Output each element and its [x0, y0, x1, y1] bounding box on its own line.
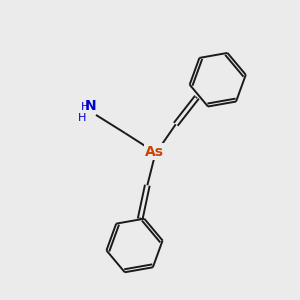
Text: H: H	[81, 101, 90, 112]
Text: H: H	[78, 113, 87, 123]
Text: N: N	[84, 99, 96, 113]
Text: As: As	[145, 145, 164, 158]
